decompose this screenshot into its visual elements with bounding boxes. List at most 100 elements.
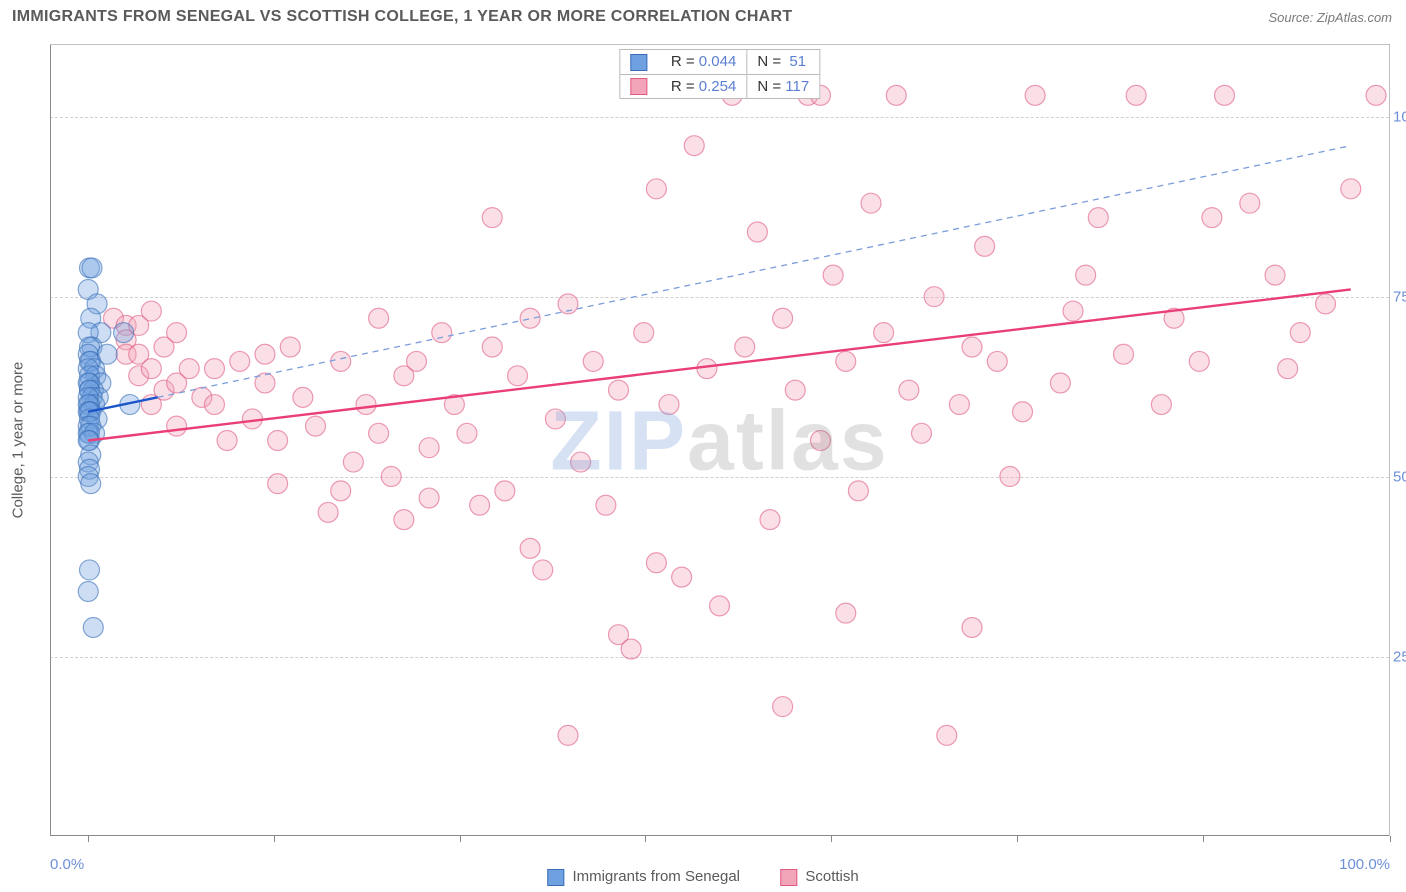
point-scottish [836,603,856,623]
point-senegal [82,258,102,278]
point-scottish [874,323,894,343]
point-scottish [419,488,439,508]
point-scottish [1126,85,1146,105]
point-scottish [924,287,944,307]
point-scottish [204,395,224,415]
point-scottish [621,639,641,659]
point-scottish [1341,179,1361,199]
point-scottish [735,337,755,357]
point-senegal [78,582,98,602]
point-scottish [520,308,540,328]
source-label: Source: ZipAtlas.com [1268,10,1392,25]
point-scottish [520,538,540,558]
x-tick [1017,836,1018,842]
x-tick [1390,836,1391,842]
point-scottish [470,495,490,515]
corr-row-2: R = 0.254 N = 117 [620,74,819,98]
point-scottish [508,366,528,386]
point-scottish [773,697,793,717]
point-scottish [773,308,793,328]
point-scottish [1151,395,1171,415]
point-scottish [899,380,919,400]
y-tick-label: 25.0% [1393,649,1406,666]
point-scottish [823,265,843,285]
point-scottish [179,359,199,379]
point-scottish [962,337,982,357]
series-legend: Immigrants from Senegal Scottish [529,868,876,886]
point-scottish [785,380,805,400]
point-scottish [861,193,881,213]
plot-area: 25.0%50.0%75.0%100.0% ZIPatlas R = 0.044… [50,44,1390,836]
point-scottish [381,466,401,486]
point-scottish [406,351,426,371]
point-scottish [697,359,717,379]
x-tick [831,836,832,842]
y-tick-label: 100.0% [1393,109,1406,126]
point-scottish [811,431,831,451]
point-scottish [293,387,313,407]
point-scottish [394,510,414,530]
point-scottish [482,208,502,228]
point-scottish [482,337,502,357]
trend-line [158,146,1351,398]
trend-line [88,289,1351,440]
point-scottish [558,725,578,745]
point-scottish [1278,359,1298,379]
point-scottish [268,474,288,494]
x-tick [645,836,646,842]
point-scottish [1366,85,1386,105]
point-scottish [747,222,767,242]
x-axis [50,835,1389,836]
point-scottish [760,510,780,530]
point-scottish [331,351,351,371]
x-tick [88,836,89,842]
point-scottish [305,416,325,436]
point-scottish [949,395,969,415]
point-scottish [1114,344,1134,364]
point-scottish [634,323,654,343]
point-scottish [912,423,932,443]
point-scottish [1050,373,1070,393]
point-scottish [331,481,351,501]
point-scottish [167,416,187,436]
point-scottish [710,596,730,616]
point-scottish [836,351,856,371]
point-scottish [1088,208,1108,228]
point-scottish [457,423,477,443]
x-min-label: 0.0% [50,856,84,873]
point-scottish [369,423,389,443]
point-senegal [81,474,101,494]
point-scottish [369,308,389,328]
point-scottish [268,431,288,451]
point-scottish [1240,193,1260,213]
point-senegal [79,560,99,580]
point-scottish [204,359,224,379]
point-scottish [937,725,957,745]
corr-row-1: R = 0.044 N = 51 [620,50,819,74]
point-scottish [848,481,868,501]
point-scottish [1063,301,1083,321]
point-scottish [646,553,666,573]
x-max-label: 100.0% [1339,856,1390,873]
point-scottish [596,495,616,515]
point-scottish [571,452,591,472]
y-tick-label: 75.0% [1393,289,1406,306]
point-scottish [1290,323,1310,343]
point-scottish [1265,265,1285,285]
point-scottish [672,567,692,587]
point-scottish [217,431,237,451]
point-scottish [343,452,363,472]
point-scottish [1013,402,1033,422]
point-scottish [987,351,1007,371]
point-scottish [1076,265,1096,285]
y-axis [50,45,51,836]
point-scottish [886,85,906,105]
point-senegal [83,617,103,637]
point-scottish [1215,85,1235,105]
chart-title: IMMIGRANTS FROM SENEGAL VS SCOTTISH COLL… [12,8,792,25]
y-axis-title: College, 1 year or more [10,362,27,519]
correlation-legend: R = 0.044 N = 51 R = 0.254 N = 117 [619,49,820,99]
point-scottish [1189,351,1209,371]
x-tick [1203,836,1204,842]
point-scottish [659,395,679,415]
